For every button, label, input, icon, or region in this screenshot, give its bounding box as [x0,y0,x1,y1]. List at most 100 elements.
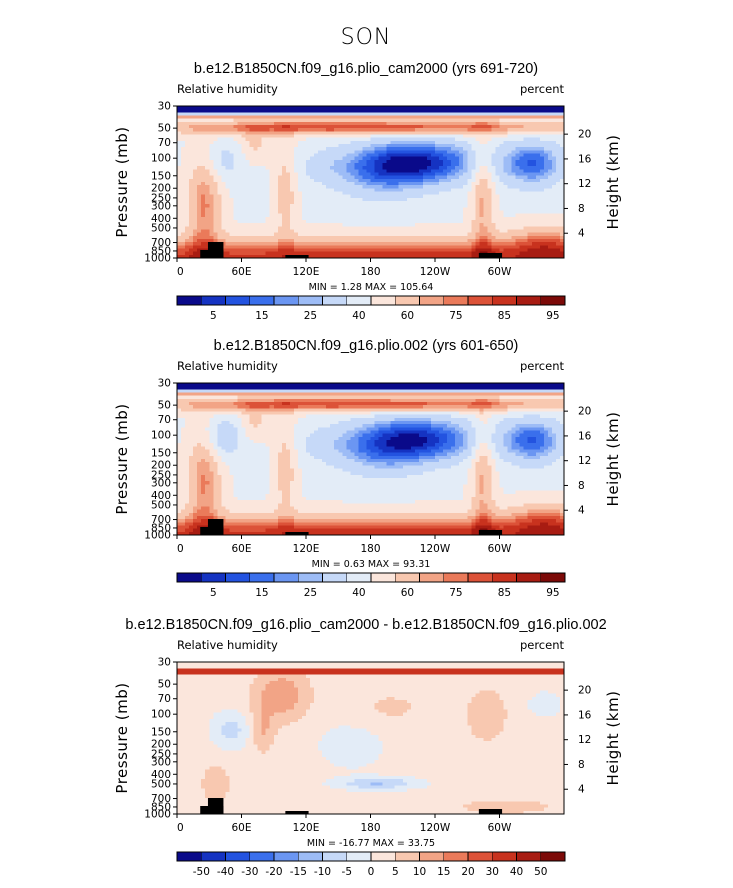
field-cell [330,194,335,199]
field-cell [225,134,231,139]
field-cell [293,213,299,218]
field-cell [471,147,476,151]
field-cell [326,106,331,110]
field-cell [193,159,198,164]
field-cell [285,147,291,151]
field-cell [394,112,400,117]
field-cell [334,121,339,126]
field-cell [515,188,521,193]
field-cell [346,118,351,123]
field-cell [527,172,533,177]
field-cell [366,112,372,117]
field-cell [225,178,231,183]
field-cell [366,115,372,120]
field-cell [346,109,351,113]
field-cell [326,207,331,212]
field-cell [306,109,311,113]
field-cell [322,182,327,186]
field-cell [209,150,214,155]
field-cell [193,204,198,208]
field-cell [310,131,315,136]
field-cell [197,131,202,136]
field-cell [318,140,323,145]
field-cell [414,201,420,205]
field-cell [551,163,557,167]
field-cell [418,191,424,196]
field-cell [265,106,271,110]
field-cell [225,159,231,164]
field-cell [318,150,323,155]
field-cell [346,194,351,199]
field-cell [249,169,255,174]
field-cell [209,210,214,215]
field-cell [310,121,315,126]
field-cell [185,112,190,117]
field-cell [297,109,303,113]
field-cell [439,172,444,177]
field-cell [181,182,186,186]
field-cell [491,169,497,174]
field-cell [289,207,295,212]
field-cell [406,137,412,142]
field-cell [551,150,557,155]
field-cell [426,128,432,132]
field-cell [354,210,360,215]
x-tick-label: 0 [177,266,184,278]
field-cell [459,125,464,129]
field-cell [543,112,549,117]
field-cell [479,207,484,212]
field-cell [539,140,545,145]
field-cell [515,163,521,167]
field-cell [301,182,307,186]
field-cell [410,121,416,126]
field-cell [426,204,432,208]
colorbar-swatch [297,295,323,306]
field-cell [483,153,489,158]
field-cell [422,106,428,110]
field-cell [382,156,388,161]
field-cell [350,182,355,186]
field-cell [543,191,549,196]
field-cell [398,172,404,177]
field-cell [507,115,513,120]
field-cell [515,121,521,126]
field-cell [495,163,501,167]
field-cell [197,159,202,164]
field-cell [221,159,226,164]
field-cell [297,178,303,183]
field-cell [491,128,497,132]
field-cell [249,185,255,189]
field-cell [249,118,255,123]
field-cell [334,197,339,202]
field-cell [181,150,186,155]
field-cell [342,185,347,189]
field-cell [277,210,283,215]
field-cell [539,134,545,139]
field-cell [197,150,202,155]
field-cell [519,207,525,212]
field-cell [479,210,484,215]
field-cell [539,166,545,170]
field-cell [346,210,351,215]
field-cell [535,109,541,113]
field-cell [330,204,335,208]
field-cell [410,150,416,155]
field-cell [221,150,226,155]
field-cell [499,128,505,132]
field-cell [181,144,186,148]
field-cell [515,137,521,142]
field-cell [358,140,364,145]
field-cell [535,140,541,145]
field-cell [491,159,497,164]
field-cell [483,125,489,129]
field-cell [277,144,283,148]
field-cell [382,163,388,167]
field-cell [354,172,360,177]
field-cell [475,118,480,123]
field-cell [297,147,303,151]
field-cell [394,121,400,126]
field-cell [205,213,210,218]
field-cell [430,169,436,174]
field-cell [410,115,416,120]
field-cell [301,185,307,189]
